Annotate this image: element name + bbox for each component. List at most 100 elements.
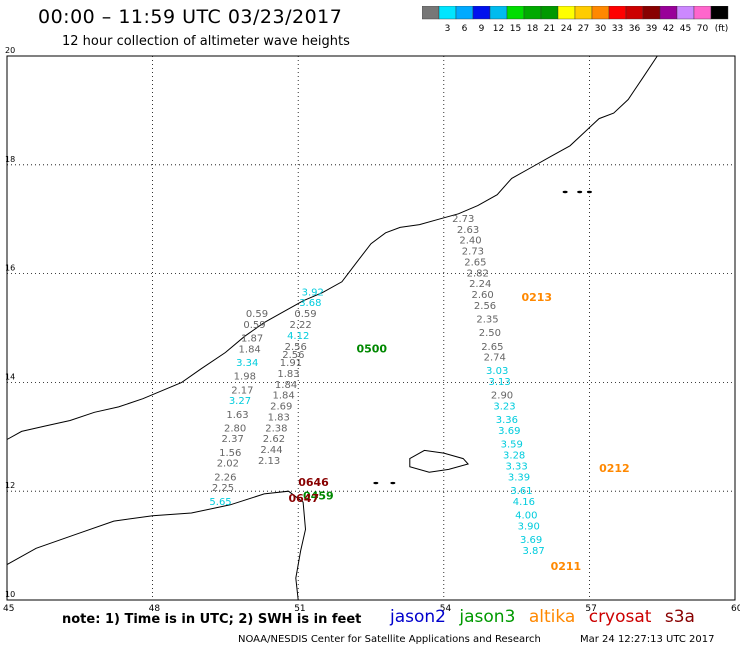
wave-height-point: 2.26: [214, 472, 236, 483]
legend-label: 45: [680, 24, 691, 34]
y-tick-label: 14: [5, 372, 15, 381]
y-tick-label: 10: [5, 590, 15, 599]
wave-height-point: 2.56: [282, 350, 304, 361]
wave-height-point: 5.65: [209, 497, 231, 508]
wave-height-point: 2.65: [481, 342, 503, 353]
wave-height-point: 2.73: [462, 247, 484, 258]
wave-height-point: 1.83: [268, 412, 290, 423]
wave-height-point: 1.83: [277, 369, 299, 380]
islet: [586, 190, 592, 194]
wave-height-point: 2.69: [270, 402, 292, 413]
pass-time-label: 0646: [298, 476, 329, 489]
wave-height-point: 3.27: [229, 396, 251, 407]
x-tick-label: 48: [149, 604, 161, 614]
wave-height-point: 2.44: [260, 445, 282, 456]
sat-jason3: jason3: [459, 607, 516, 627]
wave-height-point: 2.50: [479, 328, 501, 339]
wave-height-point: 2.73: [452, 214, 474, 225]
color-legend: 3 6 9 12 15 18 21 24 27 30 33 36 39 42 45 70 (ft): [422, 6, 729, 34]
wave-height-point: 3.69: [520, 535, 542, 546]
footer-credit: NOAA/NESDIS Center for Satellite Applica…: [238, 634, 541, 645]
y-tick-label: 16: [5, 264, 15, 273]
wave-height-point: 2.62: [263, 434, 285, 445]
wave-height-point: 3.90: [518, 521, 540, 532]
legend-label: 6: [462, 24, 468, 34]
legend-label: 27: [578, 24, 589, 34]
wave-height-point: 1.84: [273, 391, 295, 402]
y-tick-label: 20: [5, 46, 15, 55]
footer-timestamp: Mar 24 12:27:13 UTC 2017: [580, 634, 715, 645]
wave-height-point: 1.63: [226, 410, 248, 421]
wave-height-point: 0.59: [243, 320, 265, 331]
satellite-legend: jason2 jason3 altika cryosat s3a: [390, 607, 703, 627]
islet: [390, 481, 396, 485]
wave-height-point: 2.56: [285, 342, 307, 353]
wave-height-point: 3.13: [488, 377, 510, 388]
legend-label: (ft): [715, 24, 729, 34]
pass-time-label: 0459: [303, 489, 334, 502]
wave-height-point: 0.59: [294, 309, 316, 320]
x-tick-label: 45: [3, 604, 14, 614]
wave-height-point: 3.28: [503, 451, 525, 462]
wave-height-point: 2.56: [474, 301, 496, 312]
sat-altika: altika: [528, 607, 576, 627]
pass-time-label: 0212: [599, 462, 630, 475]
wave-height-point: 2.22: [289, 320, 311, 331]
wave-height-point: 3.69: [498, 426, 520, 437]
pass-time-label: 0500: [356, 342, 387, 355]
wave-height-point: 1.87: [241, 334, 263, 345]
wave-height-point: 1.98: [234, 372, 256, 383]
wave-height-point: 3.03: [486, 366, 508, 377]
wave-height-point: 1.56: [219, 448, 241, 459]
wave-height-point: 2.35: [476, 315, 498, 326]
wave-height-point: 2.02: [217, 459, 239, 470]
wave-height-point: 3.68: [299, 298, 321, 309]
wave-height-point: 3.61: [510, 486, 532, 497]
coastline: [6, 55, 658, 440]
y-tick-label: 18: [5, 155, 15, 164]
sat-jason2: jason2: [390, 607, 446, 627]
wave-height-point: 2.37: [222, 434, 244, 445]
legend-label: 30: [595, 24, 607, 34]
wave-height-point: 1.84: [239, 344, 261, 355]
legend-label: 24: [561, 24, 573, 34]
wave-height-point: 3.33: [505, 461, 527, 472]
wave-height-point: 2.65: [464, 257, 486, 268]
wave-height-point: 0.59: [246, 309, 268, 320]
islet: [373, 481, 379, 485]
legend-label: 21: [544, 24, 555, 34]
legend-label: 36: [629, 24, 641, 34]
legend-swatch: [710, 6, 729, 20]
wave-height-point: 2.38: [265, 423, 287, 434]
islet: [562, 190, 568, 194]
wave-height-point: 3.23: [493, 402, 515, 413]
wave-height-point: 2.90: [491, 391, 513, 402]
wave-height-point: 3.36: [496, 415, 518, 426]
wave-height-point: 4.12: [287, 331, 309, 342]
chart-title: 00:00 – 11:59 UTC 03/23/2017: [38, 6, 343, 28]
wave-height-point: 2.80: [224, 423, 246, 434]
map-frame: [6, 55, 736, 601]
legend-label: 3: [445, 24, 451, 34]
pass-time-label: 0211: [551, 560, 582, 573]
wave-height-point: 2.25: [212, 483, 234, 494]
wave-height-point: 2.63: [457, 225, 479, 236]
wave-height-point: 2.13: [258, 456, 280, 467]
wave-height-point: 3.92: [302, 287, 324, 298]
wave-height-point: 2.60: [471, 290, 493, 301]
y-tick-label: 12: [5, 481, 15, 490]
legend-label: 33: [612, 24, 623, 34]
wave-height-point: 2.74: [484, 353, 506, 364]
legend-label: 18: [527, 24, 539, 34]
legend-label: 12: [493, 24, 504, 34]
wave-height-point: 2.24: [469, 279, 491, 290]
wave-height-point: 2.82: [467, 268, 489, 279]
wave-height-point: 1.91: [280, 358, 302, 369]
sat-cryosat: cryosat: [588, 607, 652, 627]
x-tick-label: 57: [585, 604, 596, 614]
socotra-island: [409, 449, 470, 473]
x-tick-label: 51: [294, 604, 305, 614]
wave-height-point: 2.17: [231, 385, 253, 396]
wave-height-point: 4.00: [515, 510, 537, 521]
